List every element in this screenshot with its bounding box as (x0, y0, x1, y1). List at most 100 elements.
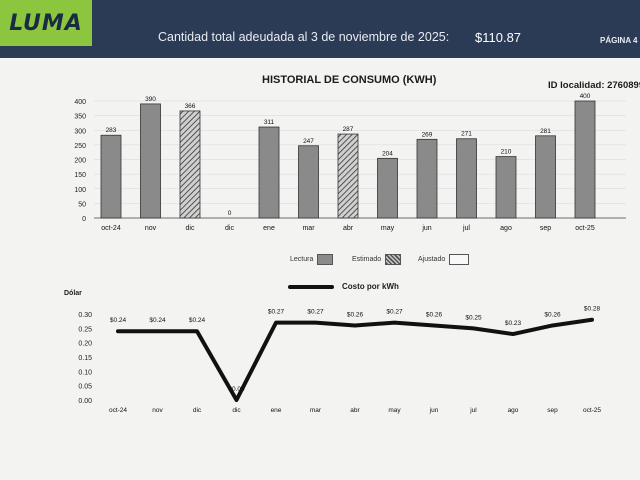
bar-value-label: 366 (185, 103, 196, 110)
line-value-label: $0.28 (584, 306, 601, 313)
legend-lectura-swatch (317, 254, 334, 265)
y-tick-label: 150 (74, 172, 86, 179)
y-tick-label: 50 (78, 201, 86, 208)
legend-ajustado-swatch (449, 254, 470, 265)
x-tick-label: oct-24 (109, 407, 127, 414)
x-tick-label: oct-25 (583, 407, 601, 414)
chart-title: HISTORIAL DE CONSUMO (KWH) (262, 74, 437, 86)
bar-abr (337, 133, 359, 219)
bar-dic (179, 110, 201, 219)
x-tick-label: dic (186, 225, 195, 232)
y-tick-label: 300 (74, 128, 86, 135)
x-tick-label: oct-25 (575, 225, 595, 232)
y-tick-label: 400 (74, 99, 86, 106)
x-tick-label: mar (310, 407, 322, 414)
line-value-label: $0.26 (544, 311, 561, 318)
bar-value-label: 390 (145, 96, 156, 103)
x-tick-label: nov (152, 407, 163, 414)
bar-value-label: 204 (382, 150, 393, 157)
line-value-label: $0.24 (189, 317, 206, 324)
x-tick-label: sep (547, 407, 558, 414)
x-tick-label: may (381, 225, 395, 232)
line-value-label: $0.23 (505, 320, 522, 327)
x-tick-label: dic (193, 407, 202, 414)
x-tick-label: jun (429, 407, 439, 414)
line-point (550, 323, 555, 328)
bar-value-label: 400 (580, 93, 591, 100)
y-tick-label: 200 (74, 158, 86, 165)
bar-value-label: 283 (106, 127, 117, 134)
x-tick-label: abr (350, 407, 360, 414)
bar-value-label: 281 (540, 128, 551, 135)
location-id: ID localidad: 2760899 (548, 80, 640, 91)
x-tick-label: oct-24 (101, 225, 121, 232)
line-value-label: $0.27 (268, 309, 285, 316)
logo-text: LUMA (9, 10, 83, 36)
x-tick-label: mar (302, 225, 315, 232)
bar-jul (456, 138, 477, 219)
bar-jun (416, 138, 438, 219)
x-tick-label: ago (508, 407, 519, 414)
bar-oct-24 (100, 134, 122, 219)
line-legend: Costo por kWh (288, 282, 399, 291)
line-legend-stroke (288, 284, 334, 289)
x-tick-label: dic (225, 225, 234, 232)
line-point (274, 321, 278, 325)
line-point (116, 329, 120, 333)
x-tick-label: may (388, 407, 401, 414)
consumption-bar-chart: 0 50 100 150 200 250 300 350 400 283 oct-24 390 nov 3… (74, 93, 626, 232)
amount-due-label: Cantidad total adeudada al 3 de noviembr… (158, 30, 450, 44)
bar-nov (140, 103, 161, 219)
y-axis-label: Dólar (64, 290, 82, 297)
cost-line-chart: 0.00 0.05 0.10 0.15 0.20 0.25 0.30 $0.24 oct-24 $… (78, 306, 601, 414)
x-tick-label: ene (271, 407, 282, 414)
legend-estimado-label: Estimado (352, 256, 382, 263)
bar-oct-25 (574, 100, 596, 219)
x-tick-label: jul (462, 225, 470, 232)
y-tick-label: 0 (82, 216, 86, 223)
y-tick-label: 250 (74, 143, 86, 150)
y-tick-label: 0.25 (78, 326, 92, 333)
y-tick-label: 100 (74, 187, 86, 194)
line-point (313, 321, 318, 325)
line-point (511, 332, 515, 336)
bar-value-label: 269 (422, 131, 433, 138)
legend-ajustado-label: Ajustado (418, 256, 446, 263)
y-tick-label: 0.00 (78, 398, 92, 405)
line-point (590, 318, 594, 322)
bar-value-label: 271 (461, 131, 472, 138)
line-value-label: $0.00 (228, 386, 245, 393)
line-value-label: $0.24 (149, 317, 166, 324)
line-value-label: $0.26 (426, 311, 443, 318)
y-tick-label: 0.10 (78, 369, 92, 376)
bar-value-label: 0 (228, 210, 232, 217)
bar-may (377, 157, 398, 219)
bar-value-label: 247 (303, 138, 314, 145)
legend-ajustado: Ajustado (418, 254, 470, 265)
y-tick-label: 0.15 (78, 355, 92, 362)
bill-header: LUMA Cantidad total adeudada al 3 de nov… (0, 0, 640, 58)
amount-due-value: $110.87 (475, 30, 522, 45)
bar-value-label: 287 (343, 126, 354, 133)
line-legend-label: Costo por kWh (342, 282, 399, 291)
x-tick-label: dic (232, 407, 241, 414)
line-value-label: $0.26 (347, 311, 364, 318)
bar-ago (495, 156, 517, 219)
y-tick-label: 0.05 (78, 384, 92, 391)
luma-logo: LUMA (0, 0, 92, 46)
x-tick-label: abr (343, 225, 354, 232)
line-point (471, 326, 476, 330)
bar-sep (535, 135, 556, 219)
legend-estimado-swatch (385, 254, 402, 265)
legend-lectura-label: Lectura (290, 256, 314, 263)
legend-estimado: Estimado (352, 254, 402, 265)
line-point (432, 323, 436, 328)
bar-value-label: 210 (501, 149, 512, 156)
x-tick-label: ene (263, 225, 275, 232)
line-point (155, 329, 160, 333)
line-point (353, 323, 357, 328)
bar-ene (258, 126, 280, 219)
x-tick-label: nov (145, 225, 157, 232)
line-value-label: $0.25 (465, 314, 482, 321)
y-tick-label: 350 (74, 114, 86, 121)
